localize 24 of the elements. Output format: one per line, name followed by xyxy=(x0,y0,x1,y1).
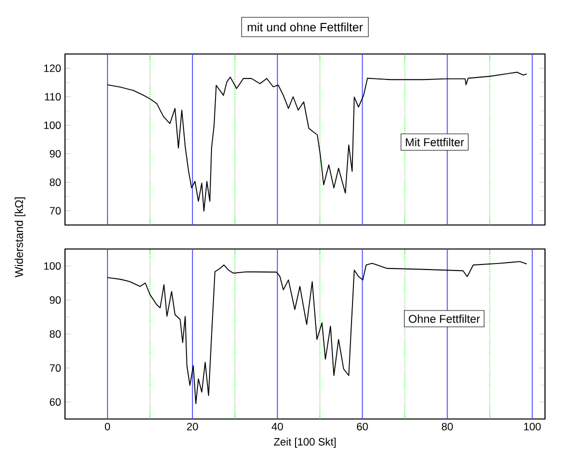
y-tick-label: 100 xyxy=(44,262,61,270)
line-series xyxy=(107,72,528,212)
y-tick-label: 100 xyxy=(44,121,61,130)
y-tick-label: 120 xyxy=(44,64,61,72)
annotation: Mit Fettfilter xyxy=(406,138,464,146)
y-tick-label: 70 xyxy=(50,206,61,215)
x-tick-label: 80 xyxy=(442,422,453,430)
y-tick-label: 70 xyxy=(50,364,61,372)
x-axis-title: Zeit [100 Skt] xyxy=(274,438,336,448)
y-tick-label: 90 xyxy=(50,296,61,304)
y-tick-label: 80 xyxy=(50,330,61,338)
x-tick-label: 40 xyxy=(272,422,283,430)
y-tick-label: 110 xyxy=(44,92,61,101)
x-tick-label: 20 xyxy=(187,422,198,430)
y-tick-label: 80 xyxy=(50,178,61,186)
x-tick-label: 60 xyxy=(356,422,368,430)
y-tick-label: 60 xyxy=(50,398,61,406)
y-tick-label: 90 xyxy=(50,150,61,158)
x-tick-label: 0 xyxy=(104,422,110,430)
chart-title: mit und ohne Fettfilter xyxy=(248,22,363,32)
line-series xyxy=(107,261,528,404)
x-tick-label: 100 xyxy=(524,422,541,430)
y-axis-title: Widerstand [kΩ] xyxy=(14,197,26,278)
annotation: Ohne Fettfilter xyxy=(408,314,480,323)
